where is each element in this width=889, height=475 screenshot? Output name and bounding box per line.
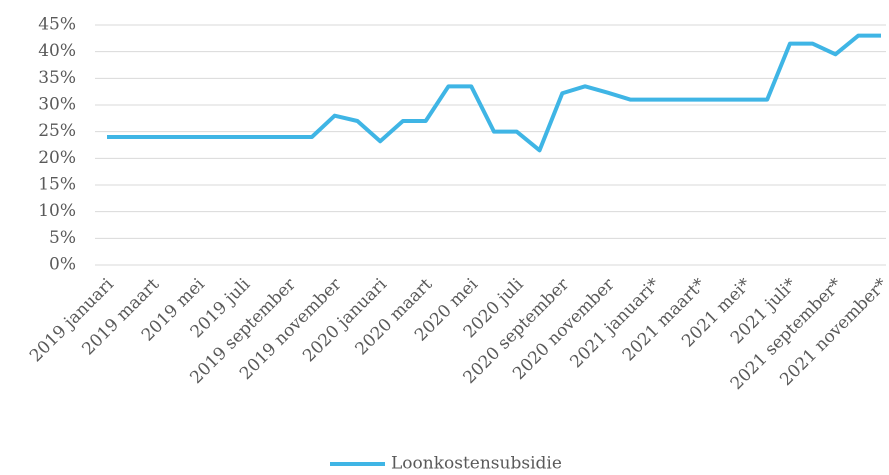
y-tick-label: 25%	[38, 121, 76, 141]
y-tick-label: 30%	[38, 95, 76, 115]
y-tick-label: 45%	[38, 15, 76, 35]
y-tick-label: 5%	[49, 228, 76, 248]
y-tick-label: 20%	[38, 148, 76, 168]
line-series	[107, 33, 881, 153]
y-tick-label: 40%	[38, 41, 76, 61]
legend-label: Loonkostensubsidie	[391, 454, 562, 474]
y-tick-label: 35%	[38, 68, 76, 88]
y-tick-label: 15%	[38, 175, 76, 195]
y-tick-label: 0%	[49, 255, 76, 275]
y-tick-label: 10%	[38, 201, 76, 221]
